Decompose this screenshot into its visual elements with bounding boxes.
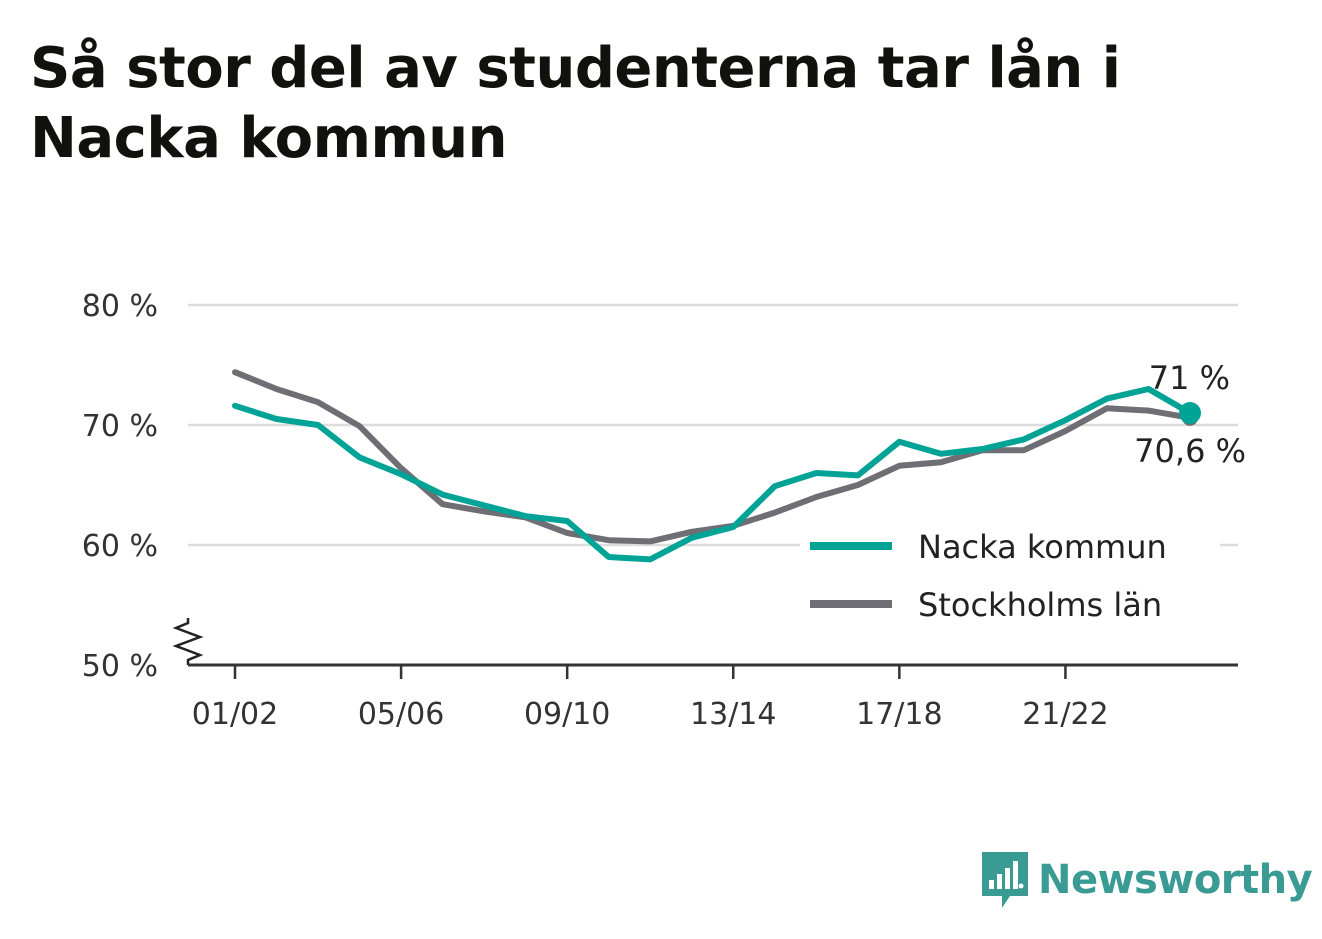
legend-label: Nacka kommun — [918, 528, 1167, 566]
x-tick-label: 09/10 — [524, 697, 610, 732]
brand-name: Newsworthy — [1038, 857, 1313, 903]
legend-background — [800, 520, 1220, 638]
series-lines — [232, 369, 1201, 563]
x-tick-label: 05/06 — [358, 697, 444, 732]
y-tick-label: 60 % — [82, 529, 158, 564]
axis-break-zigzag — [172, 618, 204, 665]
axis-break-mark — [172, 618, 204, 665]
chart-title: Så stor del av studenterna tar lån i Nac… — [30, 36, 1121, 171]
brand-logo: Newsworthy — [980, 848, 1313, 912]
legend: Nacka kommun Stockholms län — [800, 520, 1220, 638]
x-tick-label: 13/14 — [690, 697, 776, 732]
y-tick-label: 80 % — [82, 289, 158, 324]
end-label-nacka: 71 % — [1149, 359, 1230, 397]
end-label-stockholm: 70,6 % — [1134, 432, 1246, 470]
x-tick-label: 17/18 — [856, 697, 942, 732]
x-tick-label: 01/02 — [192, 697, 278, 732]
x-axis: 01/02 05/06 09/10 13/14 17/18 21/22 — [188, 663, 1238, 732]
y-axis-tick-labels: 50 % 60 % 70 % 80 % — [82, 289, 158, 684]
y-tick-label: 70 % — [82, 409, 158, 444]
series-line-stockholm — [232, 369, 1193, 545]
end-labels: 71 % 70,6 % — [1134, 359, 1246, 470]
newsworthy-logo-icon — [982, 852, 1028, 908]
y-tick-label: 50 % — [82, 649, 158, 684]
legend-label: Stockholms län — [918, 586, 1162, 624]
series-end-point — [1179, 402, 1201, 424]
series-line-nacka — [232, 386, 1193, 563]
x-tick-label: 21/22 — [1022, 697, 1108, 732]
